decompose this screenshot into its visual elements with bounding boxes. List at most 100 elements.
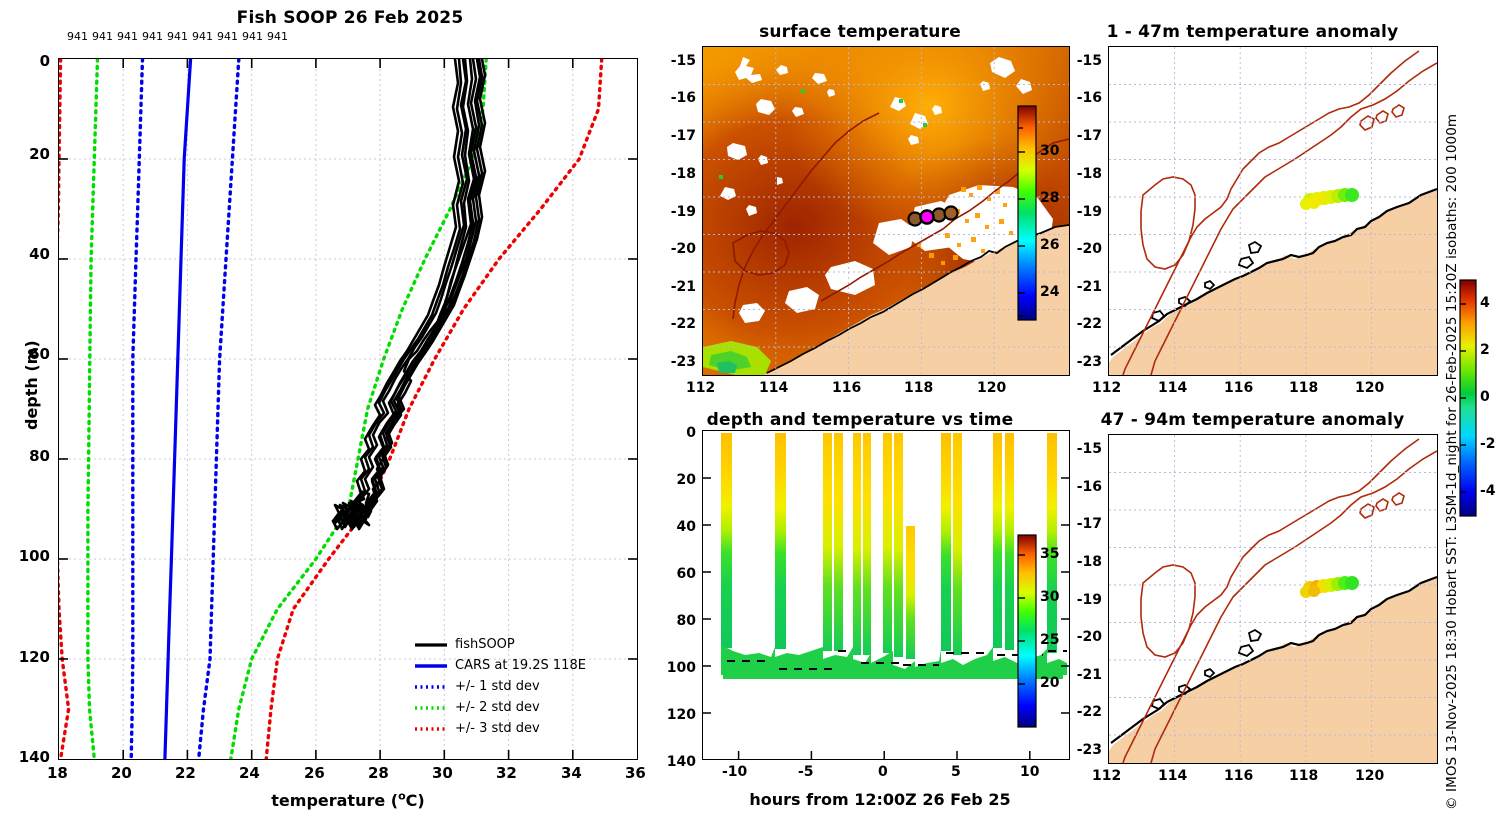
y-tick: -22 — [1076, 316, 1102, 332]
cb-tick: 26 — [1040, 237, 1060, 253]
y-tick: -23 — [1076, 742, 1102, 758]
sst-map-area[interactable] — [702, 46, 1070, 376]
anom-islets-deep — [1150, 628, 1263, 711]
legend-item: CARS at 19.2S 118E — [414, 655, 629, 676]
y-tick: -16 — [1076, 479, 1102, 495]
y-tick: 80 — [29, 447, 50, 465]
y-tick: -16 — [670, 90, 696, 106]
y-tick: -17 — [1076, 516, 1102, 532]
timeseries-ticks — [703, 477, 1069, 759]
sst-green-specks — [719, 89, 927, 179]
x-tick: 0 — [878, 764, 888, 780]
profile-yticks-marks — [59, 158, 637, 660]
anom-deep-dots[interactable] — [1300, 576, 1359, 598]
anomaly-colorbar-group: 4 2 0 -2 -4 — [1458, 278, 1500, 518]
x-tick: 114 — [759, 380, 789, 396]
timeseries-plot-area[interactable] — [702, 430, 1070, 760]
x-tick: 114 — [1158, 380, 1188, 396]
y-tick: 20 — [29, 145, 50, 163]
y-tick: -22 — [1076, 704, 1102, 720]
y-tick: -18 — [1076, 166, 1102, 182]
series-fishsoop — [331, 59, 487, 531]
seabed-track — [721, 645, 1067, 679]
profile-svg — [59, 59, 637, 759]
sst-station-markers[interactable] — [907, 205, 959, 227]
y-tick: -18 — [670, 166, 696, 182]
y-tick: -20 — [670, 241, 696, 257]
selected-station-marker — [919, 209, 935, 225]
profile-y-ticklabels: 0 20 40 60 80 100 120 140 — [0, 0, 58, 820]
anom-shallow-dots[interactable] — [1300, 188, 1359, 210]
x-tick: 120 — [977, 380, 1007, 396]
count-label: 941 — [142, 30, 163, 43]
y-tick: -21 — [670, 279, 696, 295]
profile-xlabel: temperature (oC) — [58, 790, 638, 810]
anom-deep-x-ticklabels: 112 114 116 118 120 — [1092, 768, 1438, 788]
x-tick: 18 — [47, 764, 68, 782]
timeseries-x-ticklabels: -10 -5 0 5 10 — [702, 764, 1070, 784]
anom-land-deep — [1109, 577, 1437, 763]
anom-isobaths — [1122, 50, 1437, 375]
sst-colorbar-group: 30 28 26 24 — [1016, 104, 1062, 322]
x-tick: 120 — [1355, 380, 1385, 396]
seabed-depth-marks — [727, 650, 1067, 670]
cb-tick: -2 — [1480, 436, 1496, 452]
figure-credit: © IMOS 13-Nov-2025 18:30 Hobart SST: L3S… — [1444, 114, 1500, 826]
legend-label: +/- 1 std dev — [455, 679, 540, 694]
profile-top-count-labels: 941 941 941 941 941 941 941 941 941 — [62, 30, 642, 46]
y-tick: 20 — [676, 472, 696, 488]
y-tick: -19 — [1076, 204, 1102, 220]
sst-land — [763, 225, 1069, 375]
count-label: 941 — [117, 30, 138, 43]
x-tick: 116 — [1224, 768, 1254, 784]
profile-title: Fish SOOP 26 Feb 2025 — [236, 8, 464, 28]
x-tick: 118 — [904, 380, 934, 396]
anomaly-shallow-panel: 1 - 47m temperature anomaly -15 -16 -17 … — [1060, 0, 1440, 400]
count-label: 941 — [192, 30, 213, 43]
y-tick: 60 — [29, 345, 50, 363]
y-tick: 40 — [29, 245, 50, 263]
y-tick: -21 — [1076, 279, 1102, 295]
legend-swatch-1sd — [415, 684, 447, 689]
sst-cloud-gaps — [720, 57, 1053, 323]
count-label: 941 — [67, 30, 88, 43]
profile-legend: fishSOOP CARS at 19.2S 118E +/- 1 std de… — [414, 634, 629, 739]
y-tick: 0 — [39, 52, 50, 70]
x-tick: 5 — [951, 764, 961, 780]
y-tick: 60 — [676, 566, 696, 582]
x-tick: 34 — [561, 764, 582, 782]
cb-tick: 30 — [1040, 143, 1060, 159]
y-tick: -23 — [1076, 354, 1102, 370]
cb-tick: 4 — [1480, 295, 1490, 311]
x-tick: 120 — [1355, 768, 1385, 784]
anom-shallow-map-area[interactable] — [1108, 46, 1438, 376]
profile-plot-area: fishSOOP CARS at 19.2S 118E +/- 1 std de… — [58, 58, 638, 760]
anom-deep-y-ticklabels: -15 -16 -17 -18 -19 -20 -21 -22 -23 — [1060, 400, 1108, 820]
anomaly-deep-title: 47 - 94m temperature anomaly — [1100, 410, 1405, 430]
legend-swatch-cars — [415, 663, 447, 668]
y-tick: -15 — [1076, 53, 1102, 69]
x-tick: 22 — [175, 764, 196, 782]
profile-x-ticklabels: 18 20 22 24 26 28 30 32 34 36 — [47, 764, 646, 784]
anom-isobaths-deep — [1122, 438, 1437, 763]
x-tick: 28 — [368, 764, 389, 782]
profile-panel: Fish SOOP 26 Feb 2025 941 941 941 941 94… — [0, 0, 660, 820]
timeseries-colorbar-group: 35 30 25 20 — [1016, 533, 1062, 729]
timeseries-y-ticklabels: 0 20 40 60 80 100 120 140 — [640, 400, 702, 820]
x-tick: 10 — [1020, 764, 1040, 780]
cb-tick: 24 — [1040, 284, 1060, 300]
y-tick: 40 — [676, 519, 696, 535]
anom-islets — [1150, 240, 1263, 323]
cb-tick: 20 — [1040, 675, 1060, 691]
timeseries-xlabel: hours from 12:00Z 26 Feb 25 — [749, 790, 1011, 809]
legend-item: +/- 3 std dev — [414, 718, 629, 739]
x-tick: 116 — [1224, 380, 1254, 396]
legend-swatch-3sd — [415, 726, 447, 731]
anom-deep-map-area[interactable] — [1108, 434, 1438, 764]
legend-item: +/- 1 std dev — [414, 676, 629, 697]
y-tick: 120 — [18, 648, 50, 666]
anom-deep-svg — [1109, 435, 1437, 763]
y-tick: -16 — [1076, 90, 1102, 106]
profile-grid — [59, 59, 637, 759]
timeseries-colorbar-svg — [1017, 534, 1037, 728]
